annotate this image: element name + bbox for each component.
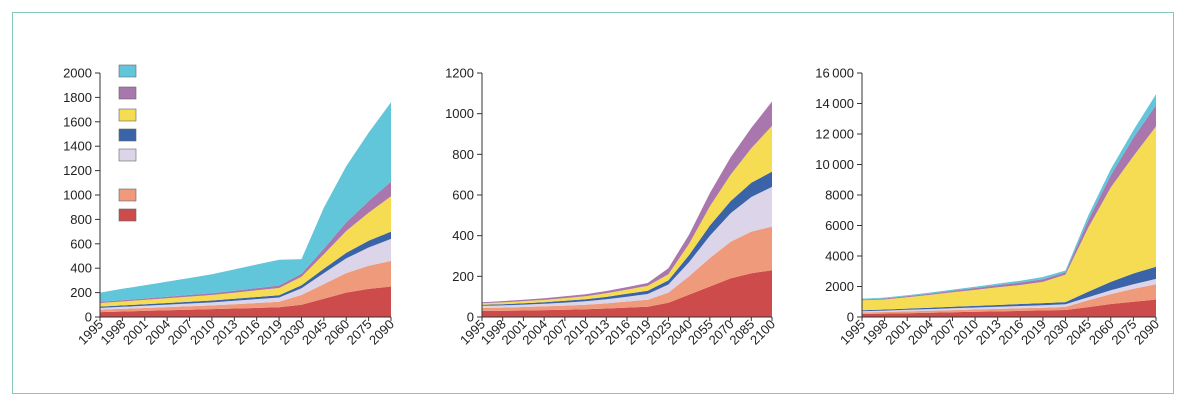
panel1-y-tick-label: 0: [85, 310, 92, 325]
panel2-y-tick-label: 200: [452, 269, 474, 284]
panel2-y-tick-label: 600: [452, 188, 474, 203]
panel2-y-tick-label: 800: [452, 147, 474, 162]
panel1-y-tick-label: 1400: [63, 139, 92, 154]
panel1-y-tick-label: 600: [70, 236, 92, 251]
panel3-y-tick-label: 16 000: [815, 66, 854, 81]
panel3-y-tick-label: 8000: [825, 188, 854, 203]
panel3-y-tick-label: 2000: [825, 279, 854, 294]
panel1-y-tick-label: 1600: [63, 114, 92, 129]
panel1-y-tick-label: 1000: [63, 188, 92, 203]
figure-frame: [12, 12, 1174, 394]
panel1-y-tick-label: 400: [70, 261, 92, 276]
panel1-y-tick-label: 2000: [63, 66, 92, 81]
panel1-x-tick-label: 2090: [366, 317, 397, 348]
panel1-y-tick-label: 1800: [63, 90, 92, 105]
legend-swatch-cyan: [118, 64, 137, 78]
panel1-y-tick-label: 1200: [63, 163, 92, 178]
panel2-y-tick-label: 1000: [445, 106, 474, 121]
panel3-y-tick-label: 0: [847, 310, 854, 325]
panel3-x-tick-label: 2090: [1131, 317, 1162, 348]
panel3-area-red: [862, 299, 1156, 317]
panel3-area-purple: [862, 105, 1156, 301]
panel2-area-red: [482, 270, 772, 317]
panel3-y-tick-label: 12 000: [815, 127, 854, 142]
panel1-y-tick-label: 800: [70, 212, 92, 227]
panel3-y-tick-label: 10 000: [815, 157, 854, 172]
panel2-y-tick-label: 400: [452, 228, 474, 243]
panel1-area-purple: [100, 181, 391, 303]
panel1-area-cyan: [100, 102, 391, 302]
legend-swatch-purple: [118, 86, 137, 100]
panel2-area-lavender: [482, 186, 772, 308]
panel2-area-salmon: [482, 226, 772, 311]
panel2-area-yellow: [482, 125, 772, 305]
panel3-area-yellow: [862, 126, 1156, 311]
legend-swatch-red: [118, 208, 137, 222]
panel2-y-tick-label: 1200: [445, 66, 474, 81]
panel1-area-lavender: [100, 238, 391, 310]
panel2-y-tick-label: 0: [467, 310, 474, 325]
legend-swatch-blue: [118, 128, 137, 142]
panel3-area-lavender: [862, 278, 1156, 313]
legend-swatch-salmon: [118, 188, 137, 202]
panel3-y-tick-label: 4000: [825, 249, 854, 264]
panel3-area-salmon: [862, 284, 1156, 314]
panel1-area-red: [100, 286, 391, 317]
panel3-y-tick-label: 14 000: [815, 96, 854, 111]
panel2-x-tick-label: 2100: [747, 317, 778, 348]
panel1-area-yellow: [100, 196, 391, 307]
legend-swatch-lavender: [118, 148, 137, 162]
panel1-area-salmon: [100, 260, 391, 313]
panel3-y-tick-label: 6000: [825, 218, 854, 233]
panel3-area-blue: [862, 266, 1156, 312]
panel1-y-tick-label: 200: [70, 285, 92, 300]
legend-swatch-yellow: [118, 108, 137, 122]
